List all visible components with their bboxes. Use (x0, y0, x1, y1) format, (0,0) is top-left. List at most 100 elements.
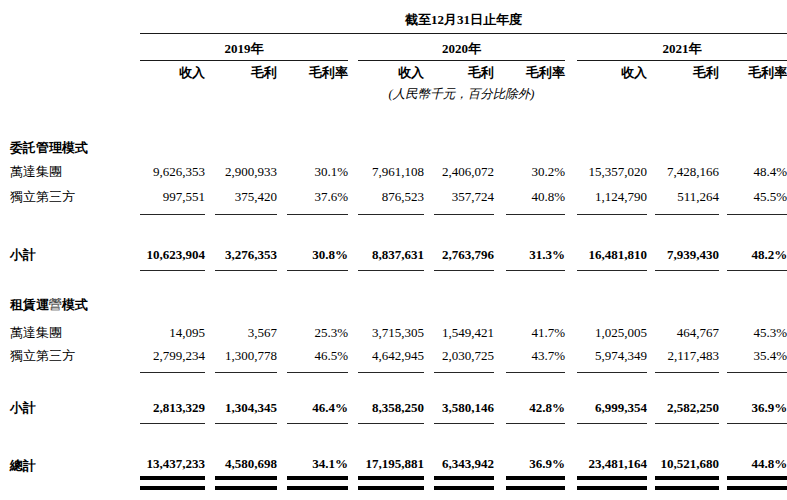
value-cell: 2,799,234 (140, 340, 205, 372)
period-header-row: 截至12月31日止年度 (0, 0, 787, 33)
value-cell: 6,999,354 (577, 390, 647, 423)
spacer-cell (565, 83, 787, 105)
value-cell: 7,939,430 (655, 236, 719, 270)
spacer-row (0, 105, 787, 133)
column-header-revenue: 收入 (358, 60, 424, 83)
value-cell: 2,763,796 (434, 236, 494, 270)
value-cell: 1,549,421 (434, 312, 494, 340)
value-cell: 357,724 (434, 179, 494, 214)
double-rule-segment (287, 478, 348, 488)
spacer-cell (0, 60, 140, 83)
column-header-gross-profit: 毛利 (434, 60, 494, 83)
value-cell: 44.8% (727, 449, 787, 478)
row-subtotal-lease: 小計 2,813,329 1,304,345 46.4% 8,358,250 3… (0, 390, 787, 423)
value-cell: 16,481,810 (577, 236, 647, 270)
value-cell: 31.3% (506, 236, 565, 270)
value-cell: 7,428,166 (655, 155, 719, 179)
gross-profit-table: 截至12月31日止年度 2019年 2020年 2021年 收入 毛利 毛利率 … (0, 0, 787, 490)
year-header-2021: 2021年 (577, 33, 787, 60)
row-independent-third-parties: 獨立第三方 997,551 375,420 37.6% 876,523 357,… (0, 179, 787, 214)
value-cell: 10,521,680 (655, 449, 719, 478)
row-label: 萬達集團 (0, 155, 140, 179)
value-cell: 3,567 (215, 312, 277, 340)
value-cell: 2,813,329 (140, 390, 205, 423)
spacer-cell (424, 60, 434, 83)
value-cell: 34.1% (287, 449, 348, 478)
value-cell: 30.8% (287, 236, 348, 270)
spacer-row (0, 270, 787, 290)
value-cell: 6,343,942 (434, 449, 494, 478)
value-cell: 36.9% (506, 449, 565, 478)
column-header-gross-profit: 毛利 (215, 60, 277, 83)
value-cell: 43.7% (506, 340, 565, 372)
total-label: 總計 (0, 449, 140, 478)
unit-note: (人民幣千元，百分比除外) (358, 83, 565, 105)
spacer-cell (348, 60, 358, 83)
value-cell: 2,117,483 (655, 340, 719, 372)
row-label: 獨立第三方 (0, 340, 140, 372)
spacer-row (0, 214, 787, 236)
double-rule-segment (434, 478, 494, 488)
value-cell: 876,523 (358, 179, 424, 214)
value-cell: 45.5% (727, 179, 787, 214)
value-cell: 30.1% (287, 155, 348, 179)
row-label: 獨立第三方 (0, 179, 140, 214)
period-header: 截至12月31日止年度 (140, 0, 787, 33)
value-cell: 48.4% (727, 155, 787, 179)
value-cell: 42.8% (506, 390, 565, 423)
spacer-cell (0, 33, 140, 60)
value-cell: 5,974,349 (577, 340, 647, 372)
double-rule-segment (506, 478, 565, 488)
section-title: 租賃運營模式 (0, 290, 787, 312)
unit-note-row: (人民幣千元，百分比除外) (0, 83, 787, 105)
value-cell: 15,357,020 (577, 155, 647, 179)
value-cell: 1,124,790 (577, 179, 647, 214)
double-rule-row (0, 478, 787, 488)
year-header-2020: 2020年 (358, 33, 565, 60)
value-cell: 2,900,933 (215, 155, 277, 179)
spacer-cell (565, 60, 577, 83)
column-header-row: 收入 毛利 毛利率 收入 毛利 毛利率 收入 毛利 毛利率 (0, 60, 787, 83)
value-cell: 14,095 (140, 312, 205, 340)
double-rule-segment (577, 478, 647, 488)
value-cell: 511,264 (655, 179, 719, 214)
value-cell: 375,420 (215, 179, 277, 214)
subtotal-label: 小計 (0, 236, 140, 270)
value-cell: 2,406,072 (434, 155, 494, 179)
value-cell: 9,626,353 (140, 155, 205, 179)
row-independent-third-parties: 獨立第三方 2,799,234 1,300,778 46.5% 4,642,94… (0, 340, 787, 372)
spacer-cell (494, 60, 506, 83)
double-rule-segment (727, 478, 787, 488)
section-header-commissioned-management: 委託管理模式 (0, 133, 787, 155)
spacer-cell (205, 60, 215, 83)
value-cell: 2,030,725 (434, 340, 494, 372)
value-cell: 997,551 (140, 179, 205, 214)
column-header-gross-margin: 毛利率 (727, 60, 787, 83)
spacer-cell (0, 83, 358, 105)
value-cell: 3,276,353 (215, 236, 277, 270)
value-cell: 8,358,250 (358, 390, 424, 423)
double-rule-segment (358, 478, 424, 488)
spacer-cell (348, 33, 358, 60)
value-cell: 46.4% (287, 390, 348, 423)
column-header-gross-profit: 毛利 (655, 60, 719, 83)
column-header-gross-margin: 毛利率 (506, 60, 565, 83)
year-header-row: 2019年 2020年 2021年 (0, 33, 787, 60)
double-rule-segment (140, 478, 205, 488)
value-cell: 1,300,778 (215, 340, 277, 372)
value-cell: 37.6% (287, 179, 348, 214)
spacer-row (0, 372, 787, 390)
value-cell: 23,481,164 (577, 449, 647, 478)
double-rule-segment (655, 478, 719, 488)
value-cell: 464,767 (655, 312, 719, 340)
row-wanda-group: 萬達集團 9,626,353 2,900,933 30.1% 7,961,108… (0, 155, 787, 179)
value-cell: 2,582,250 (655, 390, 719, 423)
section-title: 委託管理模式 (0, 133, 787, 155)
row-wanda-group: 萬達集團 14,095 3,567 25.3% 3,715,305 1,549,… (0, 312, 787, 340)
value-cell: 46.5% (287, 340, 348, 372)
row-subtotal-commissioned: 小計 10,623,904 3,276,353 30.8% 8,837,631 … (0, 236, 787, 270)
value-cell: 36.9% (727, 390, 787, 423)
column-header-revenue: 收入 (140, 60, 205, 83)
spacer-cell (277, 60, 287, 83)
value-cell: 17,195,881 (358, 449, 424, 478)
